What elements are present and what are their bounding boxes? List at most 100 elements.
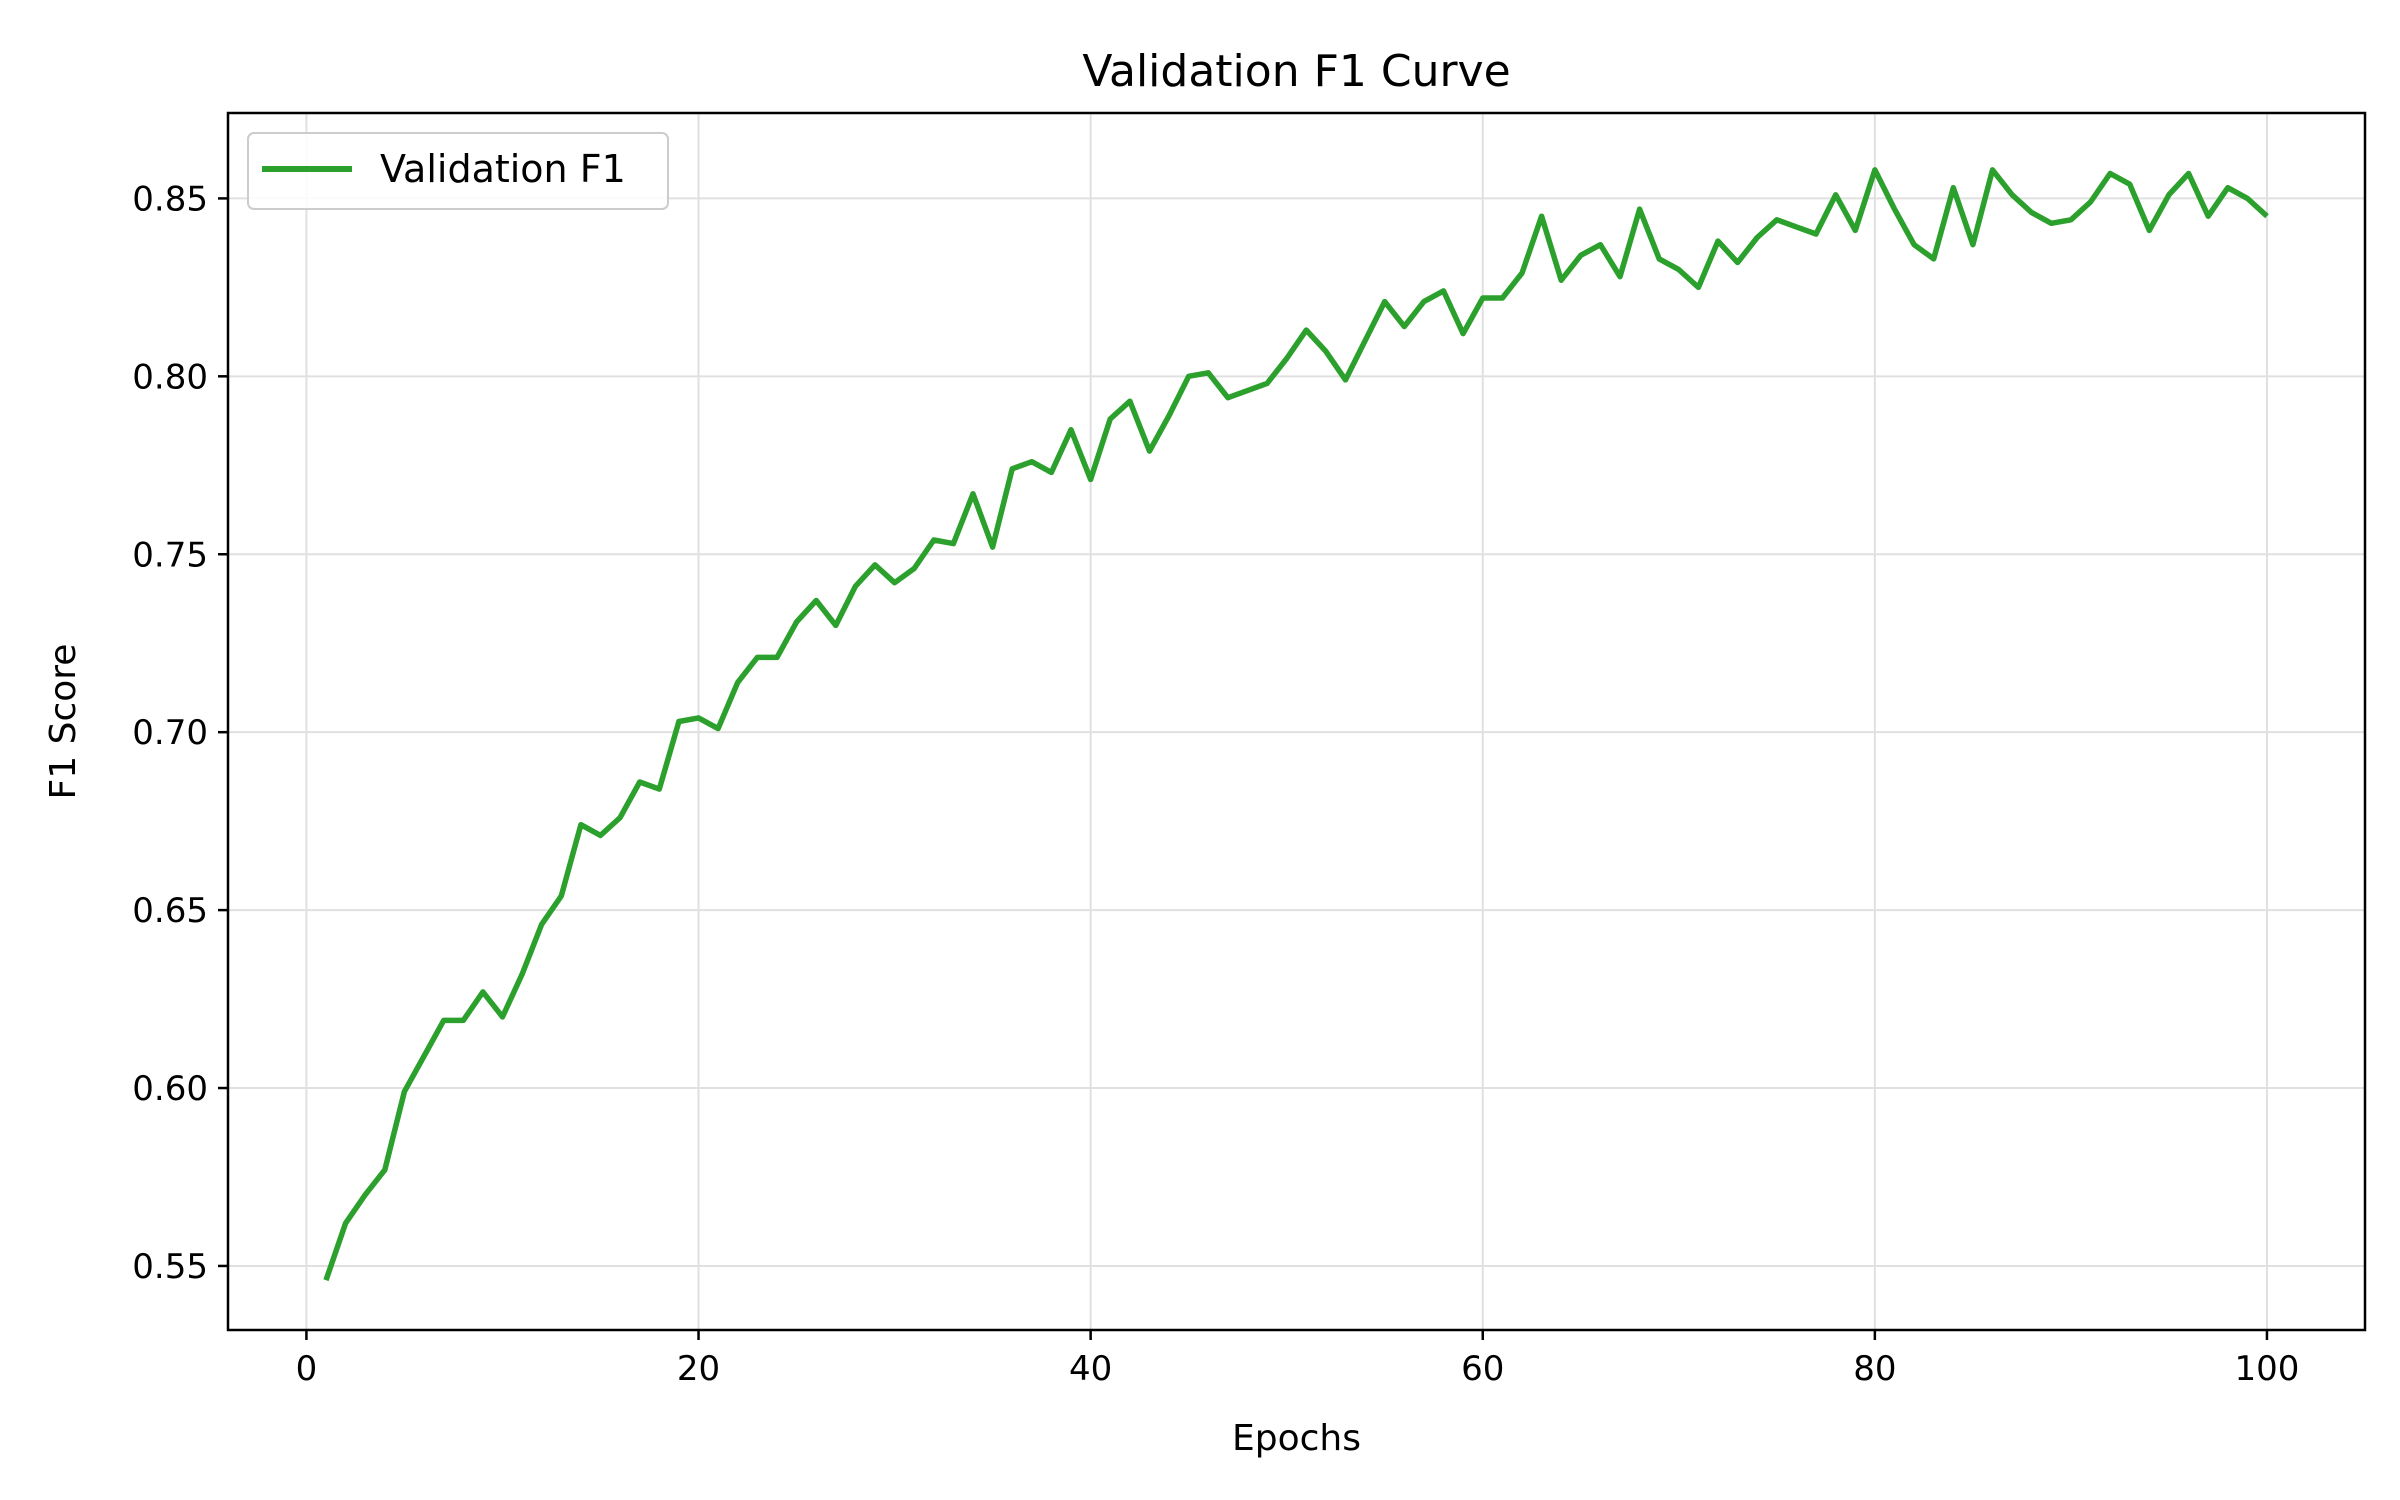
- data-point: [1774, 217, 1779, 222]
- data-point: [755, 655, 760, 660]
- data-point: [1265, 381, 1270, 386]
- data-point: [539, 922, 544, 927]
- data-point: [1343, 377, 1348, 382]
- data-point: [1167, 413, 1172, 418]
- data-point: [1892, 207, 1897, 212]
- data-point: [363, 1192, 368, 1197]
- data-point: [578, 822, 583, 827]
- data-point: [2147, 228, 2152, 233]
- data-point: [735, 680, 740, 685]
- data-point: [618, 815, 623, 820]
- y-tick-label: 0.60: [132, 1069, 208, 1109]
- data-point: [1872, 167, 1877, 172]
- data-point: [676, 719, 681, 724]
- y-axis-title: F1 Score: [43, 644, 84, 800]
- axis-ticks: 0 20 40 60 80 100 0.55 0.60 0.65 0.70 0.75 0.80 0.85: [132, 179, 2299, 1389]
- data-point: [1931, 256, 1936, 261]
- data-point: [1755, 235, 1760, 240]
- y-tick-label: 0.65: [132, 891, 208, 931]
- data-point: [716, 726, 721, 731]
- data-point: [833, 623, 838, 628]
- legend: Validation F1: [247, 132, 669, 210]
- data-point: [2068, 217, 2073, 222]
- data-point: [1323, 349, 1328, 354]
- x-tick-label: 80: [1853, 1349, 1896, 1389]
- data-point: [1049, 470, 1054, 475]
- data-point: [657, 787, 662, 792]
- data-point: [853, 584, 858, 589]
- data-point: [1618, 274, 1623, 279]
- data-point: [1951, 185, 1956, 190]
- data-point: [951, 541, 956, 546]
- data-point: [1382, 299, 1387, 304]
- data-point: [1480, 296, 1485, 301]
- x-tick-label: 100: [2235, 1349, 2300, 1389]
- data-point: [1853, 228, 1858, 233]
- data-point: [1284, 356, 1289, 361]
- legend-label: Validation F1: [380, 147, 626, 191]
- x-tick-label: 20: [677, 1349, 720, 1389]
- data-point: [1225, 395, 1230, 400]
- data-point: [794, 619, 799, 624]
- data-point: [1245, 388, 1250, 393]
- data-point: [1441, 288, 1446, 293]
- data-point: [461, 1018, 466, 1023]
- data-point: [1912, 242, 1917, 247]
- data-point: [1127, 399, 1132, 404]
- y-tick-label: 0.75: [132, 535, 208, 575]
- data-point: [2225, 185, 2230, 190]
- data-point: [1069, 427, 1074, 432]
- data-point: [1010, 466, 1015, 471]
- plot-frame: [226, 111, 2367, 1332]
- data-point: [1637, 207, 1642, 212]
- data-point: [2186, 171, 2191, 176]
- data-point: [2108, 171, 2113, 176]
- data-point: [1833, 192, 1838, 197]
- data-point: [1539, 214, 1544, 219]
- data-point: [775, 655, 780, 660]
- data-point: [402, 1089, 407, 1094]
- data-point: [1578, 253, 1583, 258]
- data-point: [520, 972, 525, 977]
- data-point: [324, 1278, 329, 1283]
- data-point: [2166, 192, 2171, 197]
- data-point: [441, 1018, 446, 1023]
- data-point: [696, 715, 701, 720]
- data-point: [1500, 296, 1505, 301]
- data-point: [1716, 239, 1721, 244]
- data-point: [480, 989, 485, 994]
- x-tick-label: 60: [1461, 1349, 1504, 1389]
- y-tick-label: 0.85: [132, 179, 208, 219]
- data-point: [500, 1014, 505, 1019]
- data-point: [990, 545, 995, 550]
- y-tick-label: 0.80: [132, 357, 208, 397]
- data-point: [1814, 232, 1819, 237]
- data-point: [814, 598, 819, 603]
- data-point: [1186, 374, 1191, 379]
- y-tick-label: 0.55: [132, 1247, 208, 1287]
- series-line-validation-f1: [323, 167, 2269, 1282]
- x-axis-title: Epochs: [1232, 1418, 1361, 1459]
- data-point: [2088, 200, 2093, 205]
- series-layer: [323, 167, 2269, 1283]
- y-tick-label: 0.70: [132, 713, 208, 753]
- data-point: [1794, 224, 1799, 229]
- data-point: [1402, 324, 1407, 329]
- data-point: [1990, 167, 1995, 172]
- data-point: [598, 833, 603, 838]
- data-point: [1363, 338, 1368, 343]
- x-tick-label: 40: [1069, 1349, 1112, 1389]
- data-point: [2010, 192, 2015, 197]
- data-point: [1088, 477, 1093, 482]
- data-point: [912, 566, 917, 571]
- chart-title: Validation F1 Curve: [1082, 46, 1510, 97]
- data-point: [1147, 449, 1152, 454]
- data-point: [2245, 196, 2250, 201]
- data-point: [2029, 210, 2034, 215]
- data-point: [1559, 278, 1564, 283]
- legend-box: [247, 132, 669, 210]
- data-point: [1598, 242, 1603, 247]
- data-point: [971, 491, 976, 496]
